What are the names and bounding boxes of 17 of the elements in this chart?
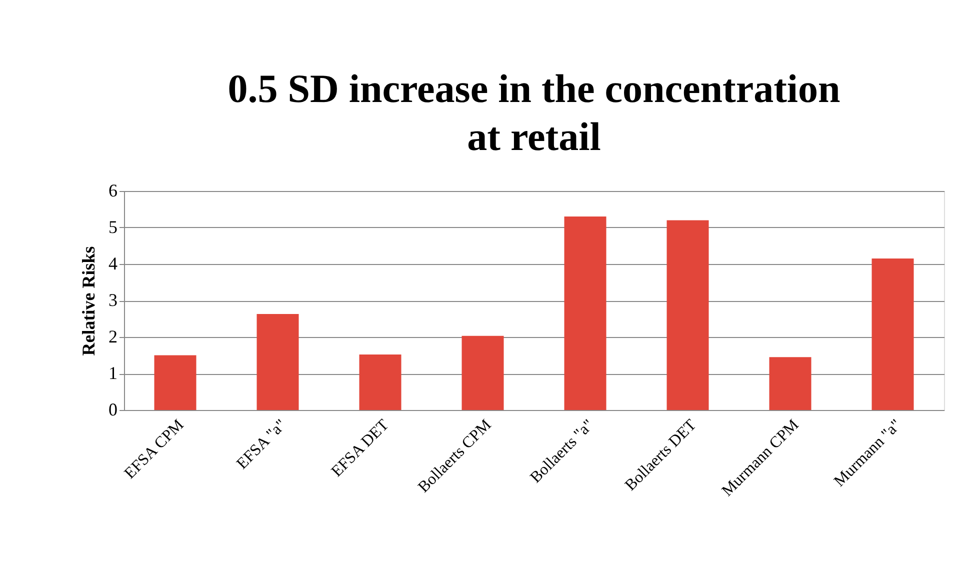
y-tick-label: 6 [108, 180, 118, 200]
bar [769, 357, 812, 410]
bar [256, 314, 299, 410]
bar [872, 258, 914, 410]
bar [154, 355, 196, 410]
bar [359, 354, 402, 410]
y-tick-label: 5 [108, 217, 118, 237]
y-tick-label: 1 [108, 363, 118, 383]
bar [666, 220, 709, 410]
y-tick-label: 2 [108, 326, 118, 346]
bar [564, 216, 606, 410]
y-tick-label: 0 [108, 400, 118, 420]
y-tick-label: 4 [108, 254, 118, 274]
chart-title: 0.5 SD increase in the concentration at retail [228, 66, 840, 159]
y-axis-title: Relative Risks [78, 246, 98, 356]
y-tick-label: 3 [108, 290, 118, 310]
bar [462, 336, 504, 410]
